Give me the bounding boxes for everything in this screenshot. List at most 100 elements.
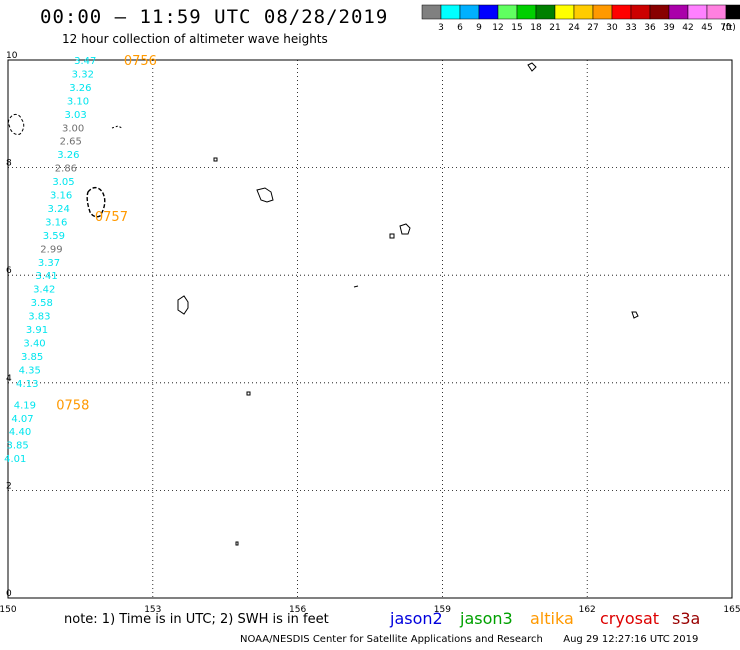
scale-label: 21 <box>549 23 560 33</box>
lat-tick-label: 2 <box>6 481 12 491</box>
island-outline <box>246 391 251 396</box>
wave-height-value: 3.42 <box>33 285 55 296</box>
chart-title: 00:00 – 11:59 UTC 08/28/2019 <box>40 6 389 28</box>
lat-tick-label: 8 <box>6 159 12 169</box>
wave-height-value: 3.91 <box>26 325 48 336</box>
island-outline <box>256 187 274 203</box>
pass-time-label: 0756 <box>124 54 157 69</box>
lon-tick-label: 165 <box>723 605 740 615</box>
lat-tick-label: 6 <box>6 266 12 276</box>
legend-s3a: s3a <box>672 609 701 628</box>
pass-time-label: 0758 <box>56 398 89 413</box>
scale-label: 3 <box>438 23 444 33</box>
wave-height-value: 3.16 <box>45 217 67 228</box>
map-border <box>7 59 733 599</box>
scale-label: 9 <box>476 23 482 33</box>
pass-time-label: 0757 <box>95 210 128 225</box>
scale-swatch <box>516 4 537 20</box>
scale-label: 36 <box>644 23 656 33</box>
lat-tick-label: 10 <box>6 51 18 61</box>
scale-label: 33 <box>625 23 636 33</box>
scale-swatch <box>440 4 461 20</box>
wave-height-value: 3.47 <box>74 56 96 67</box>
scale-label: 18 <box>530 23 542 33</box>
scale-label: 12 <box>492 23 503 33</box>
island-outline <box>213 157 218 162</box>
wave-height-value: 4.13 <box>16 379 38 390</box>
lon-tick-label: 156 <box>289 605 306 615</box>
legend-altika: altika <box>530 609 574 628</box>
generated-timestamp: Aug 29 12:27:16 UTC 2019 <box>563 634 699 645</box>
scale-swatch <box>687 4 708 20</box>
wave-height-value: 2.99 <box>40 244 62 255</box>
wave-height-value: 3.83 <box>28 312 50 323</box>
pass-time-labels: 0756 0757 0758 <box>56 54 157 413</box>
units-note: note: 1) Time is in UTC; 2) SWH is in fe… <box>64 612 329 627</box>
wave-height-value: 3.37 <box>38 258 60 269</box>
scale-label: 39 <box>663 23 675 33</box>
scale-label: 30 <box>606 23 618 33</box>
lat-tick-label: 4 <box>6 374 12 384</box>
island-outline <box>399 223 411 235</box>
wave-height-value: 3.05 <box>52 177 74 188</box>
scale-swatch <box>535 4 556 20</box>
wave-height-value: 3.03 <box>64 110 86 121</box>
scale-label: 45 <box>701 23 712 33</box>
wave-height-value: 3.41 <box>35 271 57 282</box>
scale-label: 70 <box>720 23 732 33</box>
island-outlines <box>7 62 639 546</box>
scale-swatch <box>554 4 575 20</box>
island-outline <box>389 233 395 239</box>
legend-jason2: jason2 <box>390 609 443 628</box>
scale-swatch <box>725 4 740 20</box>
lon-tick-label: 159 <box>434 605 451 615</box>
scale-label: 24 <box>568 23 580 33</box>
scale-swatch <box>668 4 689 20</box>
island-outline <box>631 311 639 319</box>
wave-height-value: 3.00 <box>62 123 84 134</box>
wave-height-observations: 3.47 3.32 3.26 3.10 3.03 3.00 2.65 3.26 2.86 3.05… <box>4 56 96 465</box>
scale-swatch <box>478 4 499 20</box>
wave-height-value: 3.32 <box>72 69 94 80</box>
lon-tick-label: 150 <box>0 605 17 615</box>
wave-height-value: 3.58 <box>31 298 53 309</box>
lat-tick-label: 0 <box>6 589 12 599</box>
wave-height-value: 3.85 <box>21 352 43 363</box>
scale-swatch <box>630 4 651 20</box>
island-outline <box>111 125 123 129</box>
lat-lon-grid <box>7 59 733 599</box>
lon-tick-label: 153 <box>144 605 161 615</box>
wave-height-value: 4.19 <box>14 400 36 411</box>
island-outline <box>235 541 239 546</box>
scale-swatch <box>497 4 518 20</box>
credit-line: NOAA/NESDIS Center for Satellite Applica… <box>240 634 698 645</box>
island-outline <box>7 113 25 135</box>
scale-swatch <box>649 4 670 20</box>
wave-height-value: 3.40 <box>23 338 45 349</box>
island-outline <box>86 186 106 218</box>
color-scale-bar: 3 6 9 12 15 18 21 24 27 30 33 36 39 42 45 70(ft) <box>421 4 740 33</box>
wave-height-value: 2.65 <box>60 137 82 148</box>
island-outline <box>527 62 537 72</box>
island-outline <box>177 295 189 315</box>
scale-swatch <box>592 4 613 20</box>
legend-jason3: jason3 <box>460 609 513 628</box>
wave-height-value: 4.40 <box>9 427 31 438</box>
wave-height-value: 3.85 <box>7 441 29 452</box>
scale-swatch <box>459 4 480 20</box>
scale-swatch <box>611 4 632 20</box>
scale-swatch <box>706 4 727 20</box>
wave-height-value: 4.07 <box>11 414 33 425</box>
wave-height-value: 3.24 <box>48 204 70 215</box>
scale-swatch <box>421 4 442 20</box>
credit-org: NOAA/NESDIS Center for Satellite Applica… <box>240 634 543 645</box>
wave-height-value: 3.16 <box>50 191 72 202</box>
scale-label: 15 <box>511 23 522 33</box>
scale-unit: (ft) <box>722 23 736 33</box>
wave-height-value: 3.59 <box>43 231 65 242</box>
wave-height-value: 2.86 <box>55 164 77 175</box>
scale-swatch <box>573 4 594 20</box>
legend-cryosat: cryosat <box>600 609 660 628</box>
scale-label: 42 <box>682 23 693 33</box>
